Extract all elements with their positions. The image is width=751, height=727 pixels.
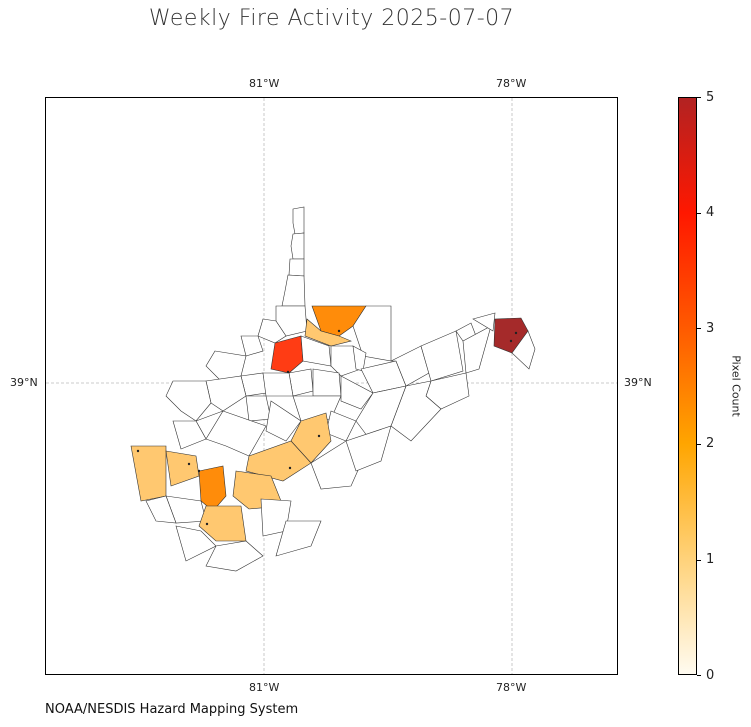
county-kanawha [205, 410, 267, 457]
county-morgan [472, 312, 496, 332]
county-hancock [292, 206, 305, 235]
county-harrison [330, 345, 362, 377]
county-tucker [390, 345, 430, 387]
county-jefferson [511, 330, 536, 370]
map-canvas [46, 98, 617, 674]
source-credit: NOAA/NESDIS Hazard Mapping System [45, 702, 299, 717]
county-tyler [257, 318, 287, 344]
county-wetzel [275, 305, 308, 337]
county-monongalia [311, 305, 367, 337]
county-grant [420, 330, 464, 382]
fire-point [197, 469, 201, 473]
county-lewis [312, 368, 342, 397]
lat-tick-right-39n: 39°N [624, 376, 652, 389]
colorbar [678, 97, 697, 675]
county-boone [198, 465, 227, 512]
county-ohio [288, 258, 305, 277]
county-clay [265, 400, 302, 442]
fire-point [337, 329, 341, 333]
lon-tick-top-81w: 81°W [249, 77, 280, 90]
county-upshur [340, 375, 374, 410]
colorbar-tick-5: 5 [706, 90, 715, 105]
fire-point [205, 522, 209, 526]
county-preston [352, 305, 392, 362]
colorbar-tick-3: 3 [706, 321, 715, 336]
county-pleasants [240, 335, 264, 357]
lon-tick-top-78w: 78°W [496, 77, 527, 90]
county-roane [245, 395, 272, 422]
county-wyoming [198, 505, 247, 542]
fire-point [187, 462, 191, 466]
county-mingo [145, 495, 177, 524]
map-title: Weekly Fire Activity 2025-07-07 [148, 6, 515, 31]
colorbar-label: Pixel Count [729, 355, 743, 417]
fire-point [514, 331, 518, 335]
lat-tick-left-39n: 39°N [10, 376, 38, 389]
colorbar-tickmark [697, 675, 701, 676]
colorbar-tick-4: 4 [706, 205, 715, 220]
colorbar-tickmark [697, 444, 701, 445]
lon-tick-bottom-78w: 78°W [496, 681, 527, 694]
county-marshall [281, 274, 306, 307]
colorbar-tickmark [697, 97, 701, 98]
county-jackson [205, 375, 247, 412]
county-ritchie [270, 335, 304, 374]
county-mercer [205, 540, 264, 572]
fire-point [509, 339, 513, 343]
map-panel [45, 97, 618, 675]
county-mason [165, 380, 212, 422]
fire-point [317, 434, 321, 438]
lon-tick-bottom-81w: 81°W [249, 681, 280, 694]
fire-point [136, 449, 140, 453]
colorbar-tick-0: 0 [706, 668, 715, 683]
county-wayne [130, 445, 167, 502]
fire-point [288, 466, 292, 470]
county-pocahontas [345, 425, 392, 472]
fire-point [286, 370, 290, 374]
county-lincoln [165, 450, 200, 487]
colorbar-tickmark [697, 213, 701, 214]
county-fayette [245, 440, 312, 482]
county-cabell [172, 420, 207, 450]
county-nicholas [290, 412, 332, 464]
county-brooke [290, 232, 305, 260]
colorbar-tick-1: 1 [706, 552, 715, 567]
county-marion [304, 318, 352, 347]
county-calhoun [262, 372, 294, 397]
colorbar-tickmark [697, 328, 701, 329]
colorbar-tick-2: 2 [706, 436, 715, 451]
colorbar-tickmark [697, 560, 701, 561]
county-monroe [275, 520, 322, 557]
county-hampshire [462, 325, 492, 374]
